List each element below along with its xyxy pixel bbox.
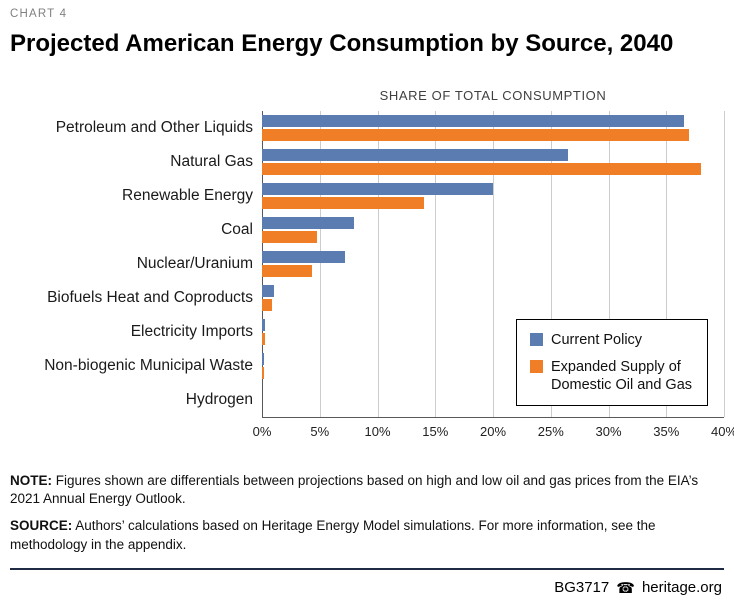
legend: Current Policy Expanded Supply of Domesti… [516, 319, 708, 407]
category-label: Electricity Imports [130, 323, 253, 340]
source-label: SOURCE: [10, 518, 73, 534]
note-label: NOTE: [10, 473, 52, 488]
x-tick-label: 35% [653, 424, 680, 439]
bar-expanded-supply [262, 367, 265, 379]
bar-group [262, 179, 724, 213]
chart-kicker: CHART 4 [10, 8, 68, 20]
gridline [262, 111, 263, 417]
category-label: Natural Gas [170, 153, 253, 170]
bar-group [262, 213, 724, 247]
category-label: Non-biogenic Municipal Waste [44, 357, 253, 374]
bar-current-policy [262, 251, 346, 263]
gridline [435, 111, 437, 417]
gridline [493, 111, 494, 417]
legend-item: Current Policy [530, 331, 694, 349]
bar-current-policy [262, 319, 266, 331]
bar-current-policy [262, 115, 684, 127]
bar-group [262, 349, 724, 383]
category-label: Nuclear/Uranium [136, 255, 253, 272]
bar-group [262, 145, 724, 179]
gridline [666, 111, 668, 417]
bar-expanded-supply [262, 333, 265, 345]
page-title: Projected American Energy Consumption by… [10, 30, 674, 57]
gridline [608, 111, 610, 417]
bar-current-policy [262, 353, 265, 365]
legend-items: Current Policy Expanded Supply of Domesti… [530, 331, 694, 394]
footer: BG3717 ☎ heritage.org [10, 570, 724, 597]
category-label: Coal [221, 221, 253, 238]
category-label: Biofuels Heat and Coproducts [47, 289, 253, 306]
note-text: NOTE: Figures shown are differentials be… [10, 473, 699, 507]
chart-subtitle: SHARE OF TOTAL CONSUMPTION [379, 88, 607, 103]
footer-link[interactable]: heritage.org [641, 579, 722, 597]
source-text: SOURCE: Authors’ calculations based on H… [10, 518, 656, 552]
footer-rule [10, 567, 724, 570]
x-tick-label: 40% [710, 424, 734, 439]
bar-current-policy [262, 149, 569, 161]
bar-group [262, 281, 724, 315]
gridlines [262, 111, 725, 417]
x-tick-label: 0% [252, 424, 272, 439]
bar-group [262, 111, 724, 145]
x-tick-label: 15% [422, 424, 449, 439]
bar-expanded-supply [262, 129, 690, 141]
notes: NOTE: Figures shown are differentials be… [10, 472, 724, 554]
category-label: Renewable Energy [122, 187, 253, 204]
bar-expanded-supply [262, 231, 318, 243]
gridline [377, 111, 379, 417]
doc-id: BG3717 [554, 579, 610, 597]
bar-rows [262, 111, 724, 417]
bar-group [262, 247, 724, 281]
x-tick-label: 20% [479, 424, 507, 439]
plot-area: Current Policy Expanded Supply of Domesti… [262, 111, 725, 418]
bar-current-policy [262, 285, 274, 297]
gridline [319, 111, 321, 417]
chart: SHARE OF TOTAL CONSUMPTION Petroleum and… [10, 88, 734, 442]
x-tick-label: 10% [364, 424, 391, 439]
x-tick-label: 25% [537, 424, 564, 439]
x-tick-label: 30% [595, 424, 622, 439]
bar-current-policy [262, 183, 493, 195]
bar-current-policy [262, 217, 355, 229]
heritage-bell-icon: ☎ [616, 579, 635, 597]
x-tick-label: 5% [310, 424, 330, 439]
x-axis-ticks: 0% 5% 10% 15% 20% 25% 30% 35% 40% [253, 418, 734, 442]
legend-label: Expanded Supply of Domestic Oil and Gas [551, 359, 693, 394]
bar-expanded-supply [262, 197, 424, 209]
gridline [550, 111, 552, 417]
legend-label: Current Policy [551, 332, 643, 348]
legend-item: Expanded Supply of Domestic Oil and Gas [530, 358, 694, 394]
bar-expanded-supply [262, 299, 273, 311]
bar-expanded-supply [262, 265, 312, 277]
legend-swatch-icon [530, 333, 543, 346]
gridline [724, 111, 725, 417]
category-labels: Petroleum and Other Liquids Natural Gas Re… [10, 111, 262, 418]
bar-expanded-supply [262, 163, 701, 175]
category-label: Hydrogen [185, 391, 253, 408]
bar-group [262, 315, 724, 349]
category-label: Petroleum and Other Liquids [55, 119, 253, 136]
legend-swatch-icon [530, 360, 543, 374]
